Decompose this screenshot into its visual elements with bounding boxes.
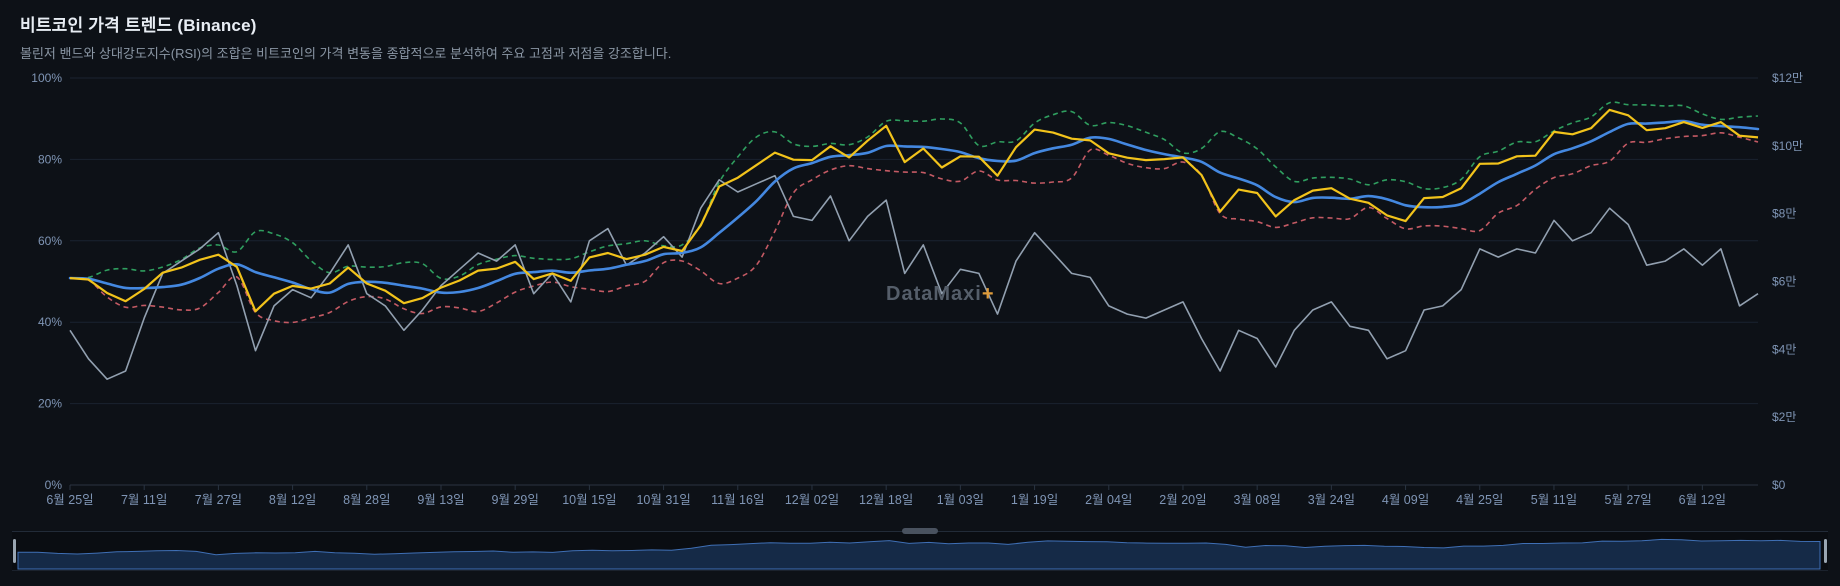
x-tick-label: 7월 11일 xyxy=(121,493,167,507)
y-right-tick-label: $6만 xyxy=(1772,275,1796,289)
price-line xyxy=(69,108,1759,313)
watermark: DataMaxi+ xyxy=(886,283,995,306)
x-tick-label: 12월 18일 xyxy=(859,493,913,507)
y-right-tick-label: $8만 xyxy=(1772,207,1796,221)
x-tick-label: 6월 12일 xyxy=(1679,493,1726,507)
x-tick-label: 9월 29일 xyxy=(492,493,539,507)
x-tick-label: 3월 24일 xyxy=(1308,493,1355,507)
x-tick-label: 8월 28일 xyxy=(343,493,390,507)
navigator-handle-right[interactable] xyxy=(1824,539,1827,563)
y-right-tick-label: $2만 xyxy=(1772,410,1796,424)
x-tick-label: 6월 25일 xyxy=(46,493,93,507)
x-tick-label: 2월 20일 xyxy=(1159,493,1206,507)
y-left-tick-label: 100% xyxy=(31,71,62,85)
rsi-line xyxy=(69,174,1759,380)
x-tick-label: 5월 27일 xyxy=(1604,493,1651,507)
watermark-plus-icon: + xyxy=(981,283,995,305)
chart-subtitle: 볼린저 밴드와 상대강도지수(RSI)의 조합은 비트코인의 가격 변동을 종합… xyxy=(20,46,672,61)
bollinger-lower-line xyxy=(69,131,1759,324)
x-tick-label: 1월 03일 xyxy=(937,493,984,507)
price-rsi-chart: 100% 80% 60% 40% 20% 0% $12만 $10만 $8만 $6만 $4만 $2만 $0… xyxy=(31,71,1803,507)
y-left-tick-label: 40% xyxy=(38,315,62,329)
bollinger-middle-line xyxy=(68,119,1760,295)
x-tick-label: 10월 15일 xyxy=(562,493,616,507)
x-tick-label: 2월 04일 xyxy=(1085,493,1132,507)
y-right-tick-label: $12만 xyxy=(1772,71,1803,85)
chart-navigator[interactable] xyxy=(12,528,1828,571)
navigator-minichart[interactable] xyxy=(14,533,1824,570)
x-tick-label: 9월 13일 xyxy=(417,493,464,507)
navigator-handle-left[interactable] xyxy=(13,539,16,563)
x-tick-label: 8월 12일 xyxy=(269,493,316,507)
y-right-tick-label: $0 xyxy=(1772,478,1786,492)
y-right-tick-label: $4만 xyxy=(1772,342,1796,356)
x-tick-label: 7월 27일 xyxy=(195,493,242,507)
bollinger-upper-line xyxy=(69,101,1759,281)
x-tick-label: 11월 16일 xyxy=(711,493,764,507)
y-left-tick-label: 60% xyxy=(38,234,62,248)
x-tick-label: 3월 08일 xyxy=(1233,493,1280,507)
y-left-tick-label: 80% xyxy=(38,152,62,166)
x-tick-label: 1월 19일 xyxy=(1011,493,1058,507)
navigator-area xyxy=(17,538,1821,570)
x-tick-label: 4월 25일 xyxy=(1456,493,1503,507)
navigator-thumb[interactable] xyxy=(902,528,938,534)
x-tick-label: 5월 11일 xyxy=(1531,493,1577,507)
page-title: 비트코인 가격 트렌드 (Binance) xyxy=(20,16,257,35)
x-tick-label: 12월 02일 xyxy=(785,493,839,507)
y-left-tick-label: 20% xyxy=(38,397,62,411)
y-right-tick-label: $10만 xyxy=(1772,139,1803,153)
y-left-tick-label: 0% xyxy=(45,478,63,492)
watermark-text: DataMaxi xyxy=(886,283,982,305)
x-tick-label: 10월 31일 xyxy=(636,493,690,507)
x-tick-label: 4월 09일 xyxy=(1382,493,1429,507)
